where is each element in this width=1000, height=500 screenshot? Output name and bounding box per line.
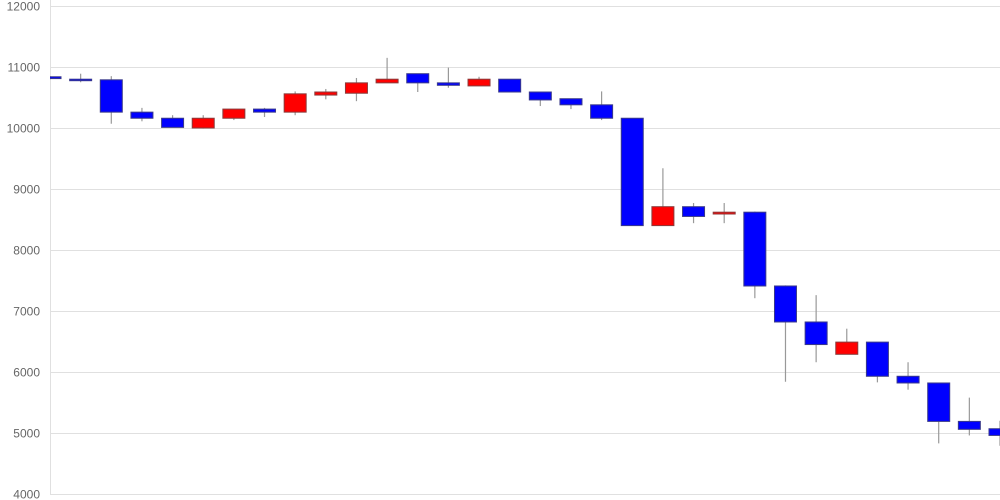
candle [651,168,675,227]
candle [682,203,706,224]
candle [406,73,430,93]
y-tick-label: 9000 [13,183,40,197]
candle [528,91,552,107]
candle [896,362,920,390]
candle-body [743,211,767,287]
candle [743,211,767,299]
candle-body [559,98,583,106]
y-tick-label: 11000 [8,61,41,75]
candle-body [253,108,277,113]
candle [314,88,338,100]
candle-body [682,206,706,217]
y-tick-label: 12000 [7,0,41,14]
candle-body [314,91,338,96]
grid-lines [50,6,1000,495]
y-tick-label: 5000 [13,427,40,441]
candle-body [865,341,889,377]
candle-body [651,206,675,227]
candle [835,328,859,355]
candle-body [773,285,797,323]
candle [253,107,277,118]
candle [436,67,460,88]
candle-body [283,93,307,113]
candle [467,76,491,87]
candle-body [375,78,399,84]
candle-body [712,211,736,215]
candle [99,76,123,124]
candle-body [528,91,552,101]
candle-body [191,117,215,129]
y-tick-label: 8000 [13,244,40,258]
candle [927,382,951,444]
candle [375,57,399,84]
candle-body [436,82,460,86]
y-tick-label: 10000 [7,122,41,136]
candle-body [222,108,246,119]
candle [222,108,246,121]
candle-body [498,78,522,93]
candle [283,91,307,116]
candle [161,115,185,128]
y-tick-label: 7000 [13,305,40,319]
y-tick-label: 4000 [13,488,40,500]
candle-body [835,341,859,355]
candle-body [957,420,981,430]
candle [590,91,614,121]
candle [804,295,828,363]
candle-body [896,375,920,384]
candle [191,115,215,129]
candle [559,98,583,110]
candle [69,73,93,83]
candle-body [804,321,828,346]
candle [773,285,797,382]
candle [957,397,981,436]
candles [50,57,1000,446]
candle-body [927,382,951,422]
candle [50,76,62,80]
candle [620,117,644,227]
candle-body [130,111,154,119]
candle [498,78,522,93]
candle-body [69,78,93,82]
candle-body [50,76,62,80]
candle-body [988,428,1000,436]
candle-body [620,117,644,227]
y-tick-label: 6000 [13,366,40,380]
candle [130,107,154,122]
candle-body [344,82,368,94]
candle-body [406,73,430,84]
candle [988,420,1000,446]
candle-body [467,78,491,87]
candle [865,341,889,383]
candle-body [590,104,614,119]
candle [344,77,368,102]
candle-body [161,117,185,128]
y-axis-ticks: 12000 11000 10000 9000 8000 7000 6000 5000 4000 [7,0,41,500]
candle [712,203,736,224]
candle-body [99,79,123,113]
